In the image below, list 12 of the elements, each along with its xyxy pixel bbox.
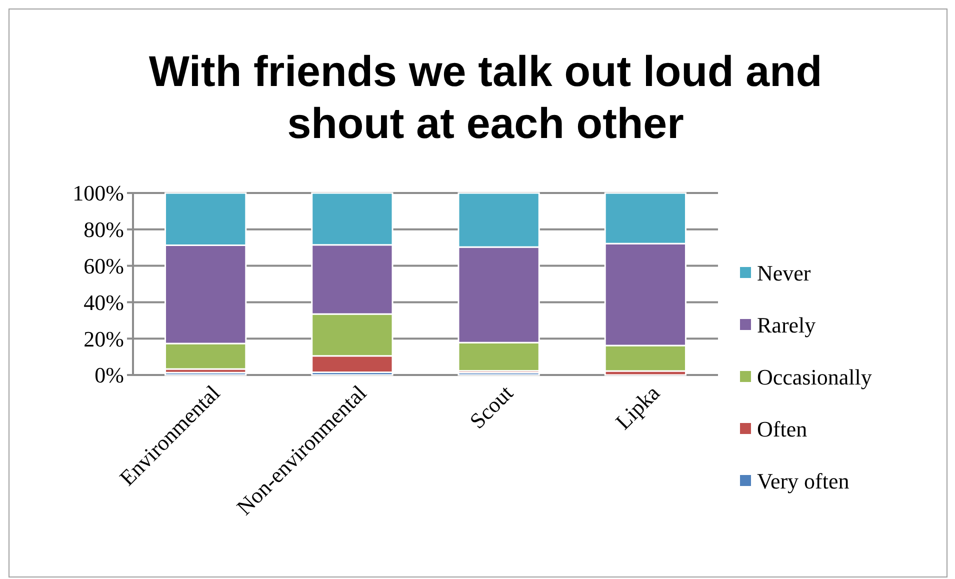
- y-tick-label: 100%: [72, 180, 124, 206]
- y-tick-label: 20%: [84, 326, 124, 352]
- legend-label: Occasionally: [757, 364, 872, 390]
- legend-label: Never: [757, 260, 812, 286]
- y-tick-label: 0%: [94, 362, 124, 388]
- chart-title: With friends we talk out loud and shout at each other: [148, 48, 822, 148]
- legend-label: Very often: [757, 468, 850, 494]
- y-tick-label: 40%: [84, 290, 124, 315]
- y-tick-label: 80%: [84, 217, 124, 242]
- legend-label: Rarely: [757, 312, 816, 338]
- legend-label: Often: [757, 416, 808, 442]
- y-tick-label: 60%: [84, 254, 124, 278]
